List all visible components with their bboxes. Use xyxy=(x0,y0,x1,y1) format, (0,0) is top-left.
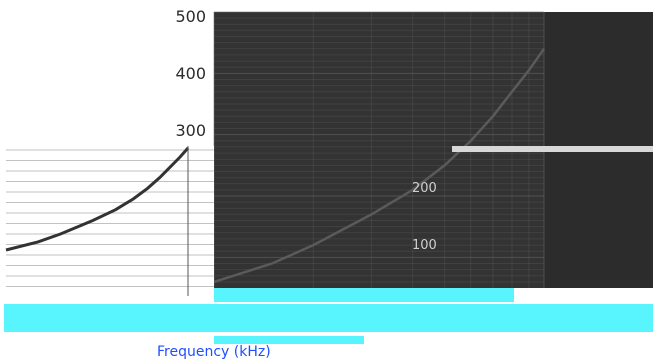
cyan-band-3 xyxy=(214,336,364,344)
inset-series-line-group xyxy=(5,147,190,252)
cyan-band-1 xyxy=(214,288,514,302)
series-line xyxy=(213,48,546,284)
y-tick-label-500: 500 xyxy=(175,7,206,26)
y-tick-label-300: 300 xyxy=(175,121,206,140)
inset-gridlines xyxy=(6,149,214,287)
cyan-band-2 xyxy=(4,304,653,332)
inset-series-line xyxy=(5,147,190,252)
highlight-bar-top xyxy=(452,146,653,152)
inset-tick-label-100: 100 xyxy=(412,238,437,253)
series-line-group xyxy=(213,48,546,284)
y-tick-label-400: 400 xyxy=(175,64,206,83)
inset-tick-label-200: 200 xyxy=(412,181,437,196)
x-axis-title: Frequency (kHz) xyxy=(157,344,271,360)
inset-panel xyxy=(4,146,214,296)
